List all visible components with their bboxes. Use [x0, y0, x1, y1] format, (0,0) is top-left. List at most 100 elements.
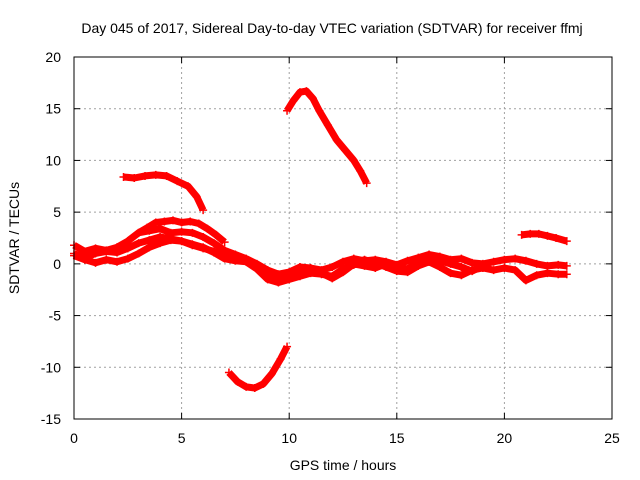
data-point — [414, 261, 423, 270]
data-point — [457, 271, 466, 280]
data-point — [435, 262, 444, 271]
y-axis-label: SDTVAR / TECUs — [6, 182, 22, 294]
data-point — [276, 355, 285, 364]
x-tick-label: 0 — [70, 430, 78, 446]
data-point — [323, 121, 332, 130]
data-point — [134, 249, 143, 258]
data-point — [446, 259, 455, 268]
data-point — [457, 262, 466, 271]
data-point — [511, 266, 520, 275]
data-point — [489, 266, 498, 275]
data-point — [113, 257, 122, 266]
data-point — [242, 382, 251, 391]
data-point — [349, 156, 358, 165]
data-point — [130, 174, 139, 183]
data-point — [289, 96, 298, 105]
data-point — [194, 219, 203, 228]
data-point — [188, 240, 197, 249]
data-point — [199, 232, 208, 241]
data-point — [468, 258, 477, 267]
data-point — [478, 263, 487, 272]
data-point — [242, 257, 251, 266]
data-point — [209, 239, 218, 248]
data-point — [250, 383, 259, 392]
data-point — [252, 265, 261, 274]
data-point — [562, 237, 571, 246]
data-point — [552, 234, 561, 242]
data-point — [526, 229, 535, 238]
data-point — [156, 224, 165, 233]
data-point — [328, 262, 337, 271]
data-point — [425, 257, 434, 266]
data-point — [328, 272, 337, 281]
data-point — [308, 94, 317, 103]
data-point — [173, 177, 182, 186]
data-point — [500, 263, 509, 272]
x-tick-label: 15 — [389, 430, 405, 446]
data-point — [317, 270, 326, 279]
plot-area — [70, 87, 571, 392]
data-point — [362, 179, 371, 188]
y-tick-label: 5 — [53, 204, 61, 220]
data-point — [489, 257, 498, 266]
x-tick-label: 25 — [604, 430, 620, 446]
data-point — [224, 368, 233, 377]
data-point — [554, 270, 563, 279]
data-point — [283, 342, 292, 351]
data-point — [349, 260, 358, 269]
data-point — [177, 218, 186, 227]
data-point — [360, 255, 369, 264]
data-point — [543, 231, 552, 240]
x-tick-label: 5 — [178, 430, 186, 446]
data-point — [543, 261, 552, 270]
data-point — [123, 237, 132, 246]
data-point — [332, 135, 341, 144]
data-point — [517, 230, 526, 239]
data-point — [521, 256, 530, 265]
y-tick-label: -15 — [41, 411, 61, 427]
x-axis-label: GPS time / hours — [290, 457, 397, 473]
data-point — [468, 266, 477, 275]
chart-title: Day 045 of 2017, Sidereal Day-to-day VTE… — [81, 20, 582, 36]
data-point — [156, 239, 165, 248]
data-point — [339, 257, 347, 266]
data-point — [91, 258, 100, 267]
data-point — [141, 171, 150, 180]
data-point — [283, 106, 292, 115]
y-tick-label: -5 — [49, 308, 62, 324]
data-point — [80, 255, 89, 264]
data-point — [102, 255, 111, 264]
data-point — [263, 275, 272, 284]
data-point — [403, 256, 412, 265]
data-point — [145, 243, 154, 252]
y-tick-label: 10 — [45, 152, 61, 168]
data-point — [123, 244, 132, 253]
data-point — [392, 267, 401, 276]
data-point — [554, 260, 563, 269]
y-tick-label: 15 — [45, 101, 61, 117]
y-tick-label: 0 — [53, 256, 61, 272]
data-point — [162, 171, 171, 180]
data-point — [315, 106, 324, 115]
data-point — [199, 243, 208, 252]
data-point — [134, 228, 143, 237]
data-point — [302, 87, 311, 96]
data-point — [274, 278, 283, 287]
data-point — [145, 236, 154, 245]
data-point — [543, 269, 552, 278]
data-point — [534, 229, 543, 238]
data-point — [231, 256, 240, 265]
data-point — [562, 270, 571, 279]
data-point — [203, 224, 212, 233]
data-point — [562, 261, 571, 270]
data-point — [168, 216, 177, 225]
data-point — [184, 182, 193, 191]
data-point — [532, 271, 541, 280]
data-point — [220, 254, 229, 263]
data-point — [457, 254, 466, 263]
y-tick-label: 20 — [45, 49, 61, 65]
series-arc-e — [284, 87, 370, 185]
y-tick-label: -10 — [41, 359, 61, 375]
data-point — [151, 170, 160, 179]
data-point — [521, 276, 530, 285]
